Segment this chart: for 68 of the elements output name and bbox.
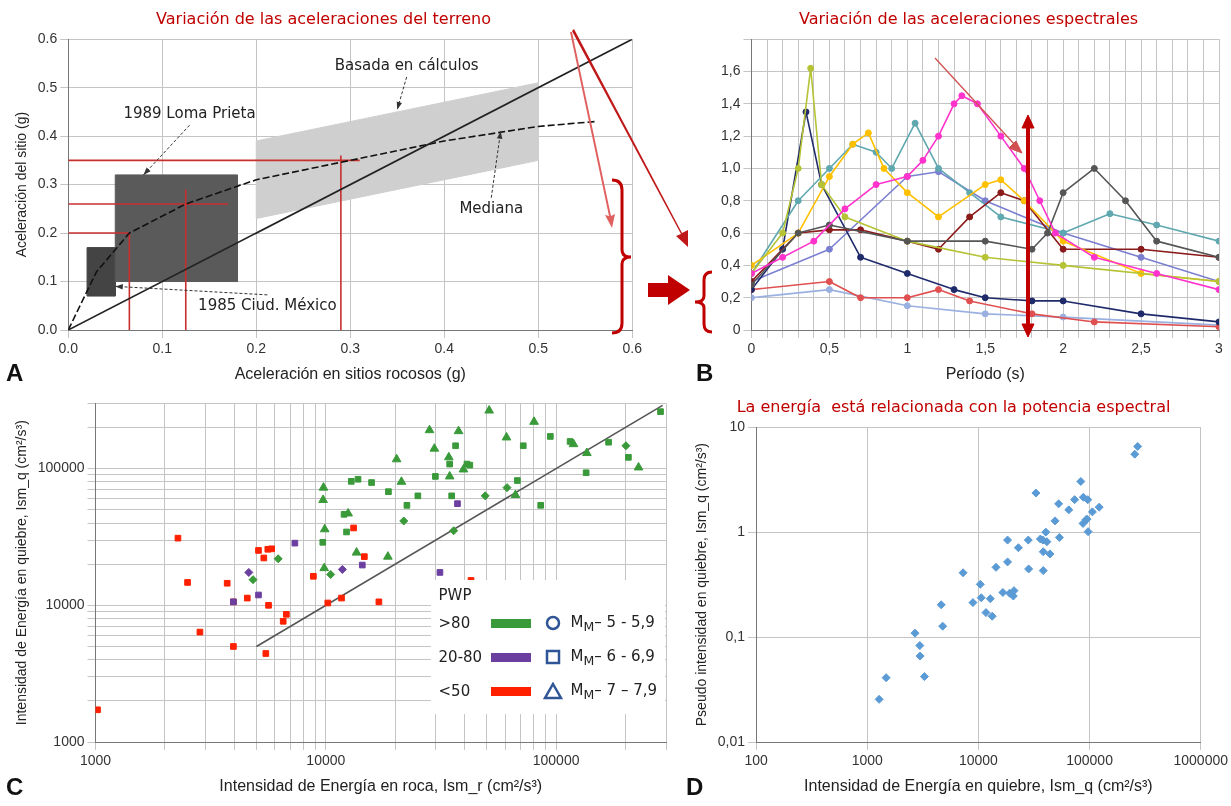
- chart-title: La energía está relacionada con la potencia espectral: [736, 396, 1171, 416]
- y-tick-label: 10: [729, 418, 746, 435]
- x-tick-label: 0.6: [622, 340, 643, 357]
- x-tick-label: 0.4: [434, 340, 455, 357]
- x-tick-label: 1000000: [1173, 752, 1229, 769]
- y-axis-title: Pseudo intensidad en quiebre, Ism_q (cm²/s³): [693, 442, 710, 727]
- legend-label: 20-80: [438, 648, 484, 666]
- annotation: M$_{M}$– 6 - 6,9: [570, 646, 655, 668]
- annotation: Mediana: [459, 198, 524, 217]
- annotation: M$_{M}$– 7 – 7,9: [570, 680, 657, 702]
- y-tick-label: 1: [737, 522, 746, 539]
- legend-title: PWP: [438, 586, 473, 604]
- x-tick-label: 10000: [958, 752, 999, 769]
- x-axis-title: Intensidad de Energía en roca, Ism_r (cm²/s³): [219, 776, 543, 795]
- y-tick-label: 0: [732, 320, 741, 337]
- y-tick-label: 10000: [45, 596, 85, 613]
- text: D: [686, 772, 704, 800]
- legend-label: >80: [438, 614, 472, 632]
- x-tick-label: 3: [1215, 340, 1224, 357]
- y-tick-label: 0,6: [720, 223, 741, 240]
- x-tick-label: 2,5: [1131, 340, 1152, 357]
- annotation: 1989 Loma Prieta: [123, 104, 256, 123]
- x-tick-label: 1000: [79, 752, 112, 769]
- x-tick-label: 100: [744, 752, 768, 769]
- x-tick-label: 10000: [306, 752, 346, 769]
- y-tick-label: 0.2: [37, 223, 58, 240]
- annotation: Basada en cálculos: [334, 55, 479, 74]
- chart-title: Variación de las aceleraciones del terreno: [156, 8, 491, 28]
- y-tick-label: 0.6: [37, 30, 58, 47]
- y-tick-label: 1000: [53, 732, 85, 749]
- x-tick-label: 1: [903, 340, 912, 357]
- y-tick-label: 1,4: [720, 94, 741, 111]
- y-tick-label: 0.1: [37, 272, 58, 289]
- x-tick-label: 0.5: [528, 340, 549, 357]
- x-tick-label: 0.3: [340, 340, 361, 357]
- text: B: [696, 358, 714, 386]
- y-tick-label: 0.4: [37, 126, 58, 143]
- x-tick-label: 0,5: [819, 340, 840, 357]
- y-tick-label: 0,8: [720, 191, 741, 208]
- text: C: [6, 772, 24, 800]
- y-tick-label: 0,2: [720, 288, 741, 305]
- x-tick-label: 0.1: [152, 340, 173, 357]
- x-tick-label: 100000: [1066, 752, 1114, 769]
- y-tick-label: 0,4: [720, 256, 741, 273]
- annotation: M$_{M}$– 5 - 5,9: [570, 612, 655, 634]
- x-tick-label: 1000: [851, 752, 883, 769]
- y-tick-label: 100000: [37, 459, 85, 476]
- x-axis-title: Período (s): [945, 364, 1025, 382]
- y-tick-label: 0.3: [37, 175, 58, 192]
- y-tick-label: 0,1: [725, 627, 746, 644]
- x-tick-label: 2: [1059, 340, 1068, 357]
- y-tick-label: 0.5: [37, 78, 58, 95]
- x-tick-label: 1,5: [975, 340, 996, 357]
- text: A: [6, 358, 24, 386]
- y-axis-title: Aceleración del sitio (g): [13, 111, 30, 258]
- y-axis-title: Intensidad de Energía en quiebre, Ism_q (cm²/s³): [13, 420, 30, 726]
- y-tick-label: 0.0: [37, 320, 58, 337]
- y-tick-label: 1,2: [720, 126, 741, 143]
- x-axis-title: Aceleración en sitios rocosos (g): [234, 364, 466, 382]
- legend-label: <50: [438, 682, 472, 700]
- annotation: 1985 Ciud. México: [198, 295, 337, 314]
- y-tick-label: 1,6: [720, 62, 741, 79]
- chart-title: Variación de las aceleraciones espectrales: [798, 8, 1139, 28]
- x-tick-label: 100000: [532, 752, 580, 769]
- x-tick-label: 0.2: [246, 340, 267, 357]
- y-tick-label: 1,0: [720, 159, 741, 176]
- y-tick-label: 0,01: [717, 732, 746, 749]
- x-axis-title: Intensidad de Energía en quiebre, Ism_q (cm²/s³): [804, 776, 1153, 795]
